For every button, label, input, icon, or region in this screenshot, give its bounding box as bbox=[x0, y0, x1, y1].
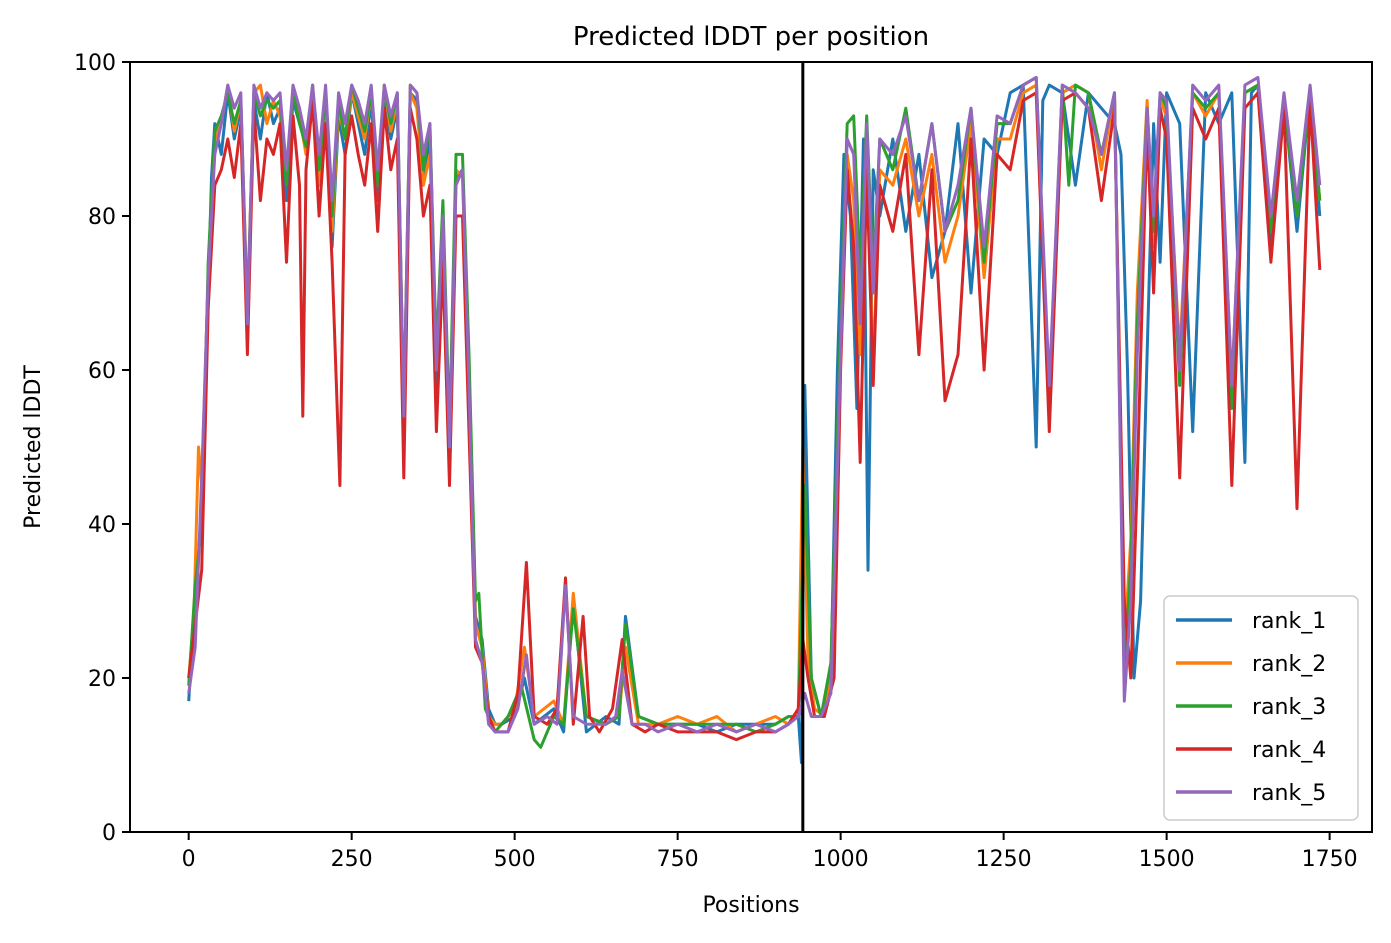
x-tick-label: 1500 bbox=[1139, 847, 1195, 872]
y-tick-label: 40 bbox=[88, 513, 116, 538]
y-tick-label: 0 bbox=[102, 821, 116, 846]
series-line-rank_5 bbox=[187, 75, 1322, 734]
series-layer bbox=[187, 75, 1322, 765]
x-tick-label: 0 bbox=[182, 847, 196, 872]
legend-label-rank_2: rank_2 bbox=[1252, 652, 1326, 677]
y-axis: 0 20 40 60 80 100 bbox=[74, 51, 130, 846]
x-axis: 0 250 500 750 1000 1250 1500 1750 bbox=[182, 832, 1358, 872]
x-tick-label: 1000 bbox=[813, 847, 869, 872]
legend-label-rank_4: rank_4 bbox=[1252, 738, 1326, 763]
x-tick-label: 250 bbox=[331, 847, 373, 872]
plot-frame bbox=[129, 61, 1373, 833]
x-tick-label: 750 bbox=[657, 847, 699, 872]
y-tick-label: 100 bbox=[74, 51, 116, 76]
x-tick-label: 500 bbox=[494, 847, 536, 872]
y-tick-label: 20 bbox=[88, 667, 116, 692]
chart-title: Predicted lDDT per position bbox=[573, 22, 929, 52]
series-line-rank_4 bbox=[187, 91, 1322, 742]
y-tick-label: 60 bbox=[88, 359, 116, 384]
y-tick-label: 80 bbox=[88, 205, 116, 230]
x-tick-label: 1250 bbox=[976, 847, 1032, 872]
legend: rank_1 rank_2 rank_3 rank_4 rank_5 bbox=[1163, 595, 1359, 821]
legend-box bbox=[1163, 595, 1359, 821]
legend-label-rank_1: rank_1 bbox=[1252, 609, 1326, 634]
x-axis-label: Positions bbox=[702, 893, 799, 918]
x-tick-label: 1750 bbox=[1302, 847, 1358, 872]
legend-label-rank_5: rank_5 bbox=[1252, 781, 1326, 806]
legend-label-rank_3: rank_3 bbox=[1252, 695, 1326, 720]
y-axis-label: Predicted lDDT bbox=[21, 365, 46, 529]
